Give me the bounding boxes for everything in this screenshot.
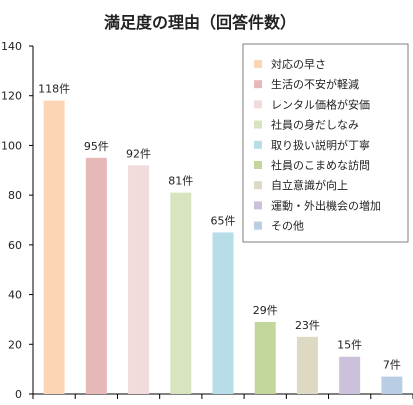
legend-swatch-1 xyxy=(254,60,262,68)
data-label-7: 23件 xyxy=(295,319,320,332)
data-label-4: 81件 xyxy=(168,175,193,188)
y-tick-label: 140 xyxy=(1,40,22,53)
data-label-6: 29件 xyxy=(253,304,278,317)
data-label-2: 95件 xyxy=(84,140,109,153)
bar-8 xyxy=(339,356,361,394)
y-tick-label: 120 xyxy=(1,90,22,103)
legend-box xyxy=(242,43,409,243)
y-tick-label: 0 xyxy=(15,388,22,401)
legend: 対応の早さ生活の不安が軽減レンタル価格が安価社員の身だしなみ取り扱い説明が丁寧社… xyxy=(242,43,409,243)
data-label-8: 15件 xyxy=(337,339,362,352)
legend-label-3: レンタル価格が安価 xyxy=(271,97,370,111)
y-tick-label: 40 xyxy=(8,289,22,302)
legend-swatch-2 xyxy=(254,80,262,89)
bar-4 xyxy=(170,192,192,394)
legend-label-5: 取り扱い説明が丁寧 xyxy=(271,138,370,152)
data-label-3: 92件 xyxy=(126,147,151,160)
legend-swatch-8 xyxy=(254,201,262,210)
y-tick-label: 20 xyxy=(8,338,22,351)
legend-swatch-7 xyxy=(254,181,262,190)
legend-label-9: その他 xyxy=(271,220,304,233)
legend-label-6: 社員のこまめな訪問 xyxy=(271,158,370,172)
y-tick-label: 60 xyxy=(8,239,22,252)
legend-swatch-6 xyxy=(254,161,262,169)
bar-2 xyxy=(85,157,107,394)
legend-swatch-9 xyxy=(254,221,262,230)
bar-1 xyxy=(43,100,65,394)
legend-label-2: 生活の不安が軽減 xyxy=(271,77,359,91)
legend-label-7: 自立意識が向上 xyxy=(271,178,348,192)
data-label-5: 65件 xyxy=(211,214,236,227)
bar-3 xyxy=(128,165,150,394)
bar-9 xyxy=(381,376,403,394)
legend-label-1: 対応の早さ xyxy=(271,57,326,71)
axes: 0 20 40 60 80 100 120 140 xyxy=(1,40,413,401)
legend-label-8: 運動・外出機会の増加 xyxy=(271,198,381,212)
legend-label-4: 社員の身だしなみ xyxy=(271,118,359,132)
legend-swatch-4 xyxy=(254,120,262,129)
data-label-9: 7件 xyxy=(383,359,401,372)
y-tick-label: 100 xyxy=(1,139,22,152)
legend-swatch-3 xyxy=(254,100,262,109)
bar-6 xyxy=(254,321,276,394)
legend-swatch-5 xyxy=(254,140,262,149)
data-labels: 118件 95件 92件 81件 65件 29件 23件 15件 7件 xyxy=(38,83,401,372)
bars xyxy=(43,100,403,394)
bar-5 xyxy=(212,232,234,394)
bar-7 xyxy=(296,336,318,394)
chart-title: 満足度の理由（回答件数） xyxy=(104,13,296,32)
y-tick-label: 80 xyxy=(8,189,22,202)
data-label-1: 118件 xyxy=(38,83,70,96)
